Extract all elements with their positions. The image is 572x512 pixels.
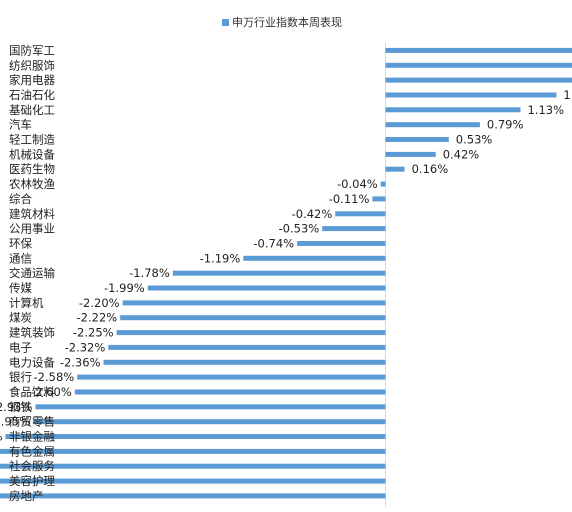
category-label: 医药生物 xyxy=(9,162,55,176)
bar xyxy=(385,77,572,83)
bar xyxy=(0,463,386,469)
bar xyxy=(380,181,386,187)
value-label: -2.58% xyxy=(34,370,75,384)
value-label: -0.11% xyxy=(329,192,370,206)
bars-group xyxy=(0,47,572,499)
category-label: 综合 xyxy=(9,192,32,206)
bar xyxy=(0,448,386,454)
bar xyxy=(385,151,436,157)
bar xyxy=(385,122,480,128)
category-label: 石油石化 xyxy=(9,88,55,102)
bar xyxy=(385,92,557,98)
value-label: -0.42% xyxy=(292,207,333,221)
value-label: -0.04% xyxy=(337,177,378,191)
bar xyxy=(297,241,386,246)
bar xyxy=(0,478,386,484)
value-label: 0.16% xyxy=(412,162,449,176)
value-label: -0.74% xyxy=(253,237,294,251)
value-label: -2.25% xyxy=(73,326,114,340)
category-label: 传媒 xyxy=(9,281,32,295)
bar xyxy=(35,404,386,410)
value-label: 0.79% xyxy=(487,118,524,132)
category-label: 基础化工 xyxy=(9,103,55,117)
category-label: 农林牧渔 xyxy=(9,177,55,191)
value-label: -2.20% xyxy=(79,296,120,310)
value-label: -2.93% xyxy=(0,400,32,414)
category-label: 轻工制造 xyxy=(9,133,55,147)
bar xyxy=(74,389,386,395)
bar xyxy=(243,255,386,261)
category-label: 电子 xyxy=(9,340,32,354)
bar xyxy=(5,434,386,439)
value-label: -2.95% xyxy=(0,415,30,429)
category-label: 计算机 xyxy=(9,296,44,310)
bar xyxy=(108,344,386,350)
value-label: -2.60% xyxy=(31,385,72,399)
bar xyxy=(385,166,405,172)
value-label: 0.53% xyxy=(456,133,493,147)
category-label: 银行 xyxy=(9,370,32,384)
bar xyxy=(385,62,572,68)
category-label: 交通运输 xyxy=(9,266,55,280)
category-label: 电力设备 xyxy=(9,355,55,369)
bar xyxy=(0,493,386,499)
bar xyxy=(172,270,386,276)
legend-label: 申万行业指数本周表现 xyxy=(232,15,342,29)
category-label: 有色金属 xyxy=(9,444,55,458)
category-label: 非银金融 xyxy=(9,430,55,444)
category-label: 商贸零售 xyxy=(9,415,55,429)
category-label: 钢铁 xyxy=(9,400,32,414)
value-label: 0.42% xyxy=(443,147,480,161)
value-label: -3.18% xyxy=(0,430,3,444)
bar xyxy=(147,285,386,291)
value-label: -2.36% xyxy=(60,355,101,369)
category-label: 食品饮料 xyxy=(9,385,55,399)
category-labels-group: 国防军工纺织服饰家用电器石油石化基础化工汽车轻工制造机械设备医药生物农林牧渔综合… xyxy=(9,43,55,503)
bar xyxy=(122,300,386,306)
bar xyxy=(335,211,386,217)
category-label: 环保 xyxy=(9,237,32,251)
bar xyxy=(120,315,386,321)
value-label: 1.43% xyxy=(563,88,572,102)
category-label: 社会服务 xyxy=(9,459,55,473)
value-label: -1.78% xyxy=(129,266,170,280)
value-label: -2.32% xyxy=(65,340,106,354)
bar xyxy=(33,419,386,425)
bar xyxy=(385,137,449,142)
bar xyxy=(322,226,386,232)
category-label: 汽车 xyxy=(9,118,32,132)
value-label: -1.19% xyxy=(200,251,241,265)
category-label: 公用事业 xyxy=(9,222,55,236)
category-label: 建筑装饰 xyxy=(9,326,55,340)
category-label: 美容护理 xyxy=(9,474,55,488)
category-label: 机械设备 xyxy=(9,147,55,161)
value-label: -2.22% xyxy=(77,311,118,325)
bar xyxy=(385,47,572,53)
value-labels-group: 2.42%2.22%1.87%1.43%1.13%0.79%0.53%0.42%… xyxy=(0,88,572,444)
category-label: 家用电器 xyxy=(9,73,55,87)
bar xyxy=(372,196,386,202)
bar xyxy=(116,330,386,336)
category-label: 建筑材料 xyxy=(9,207,55,221)
legend-swatch xyxy=(222,19,229,26)
category-label: 纺织服饰 xyxy=(9,58,55,72)
value-label: -0.53% xyxy=(279,222,320,236)
category-label: 通信 xyxy=(9,251,32,265)
bar xyxy=(103,359,386,365)
legend: 申万行业指数本周表现 xyxy=(222,15,342,29)
bar xyxy=(385,107,521,113)
category-label: 房地产 xyxy=(9,489,44,503)
bar xyxy=(77,374,386,380)
category-label: 国防军工 xyxy=(9,43,55,57)
value-label: -1.99% xyxy=(104,281,145,295)
value-label: 1.13% xyxy=(528,103,565,117)
category-label: 煤炭 xyxy=(9,311,32,325)
